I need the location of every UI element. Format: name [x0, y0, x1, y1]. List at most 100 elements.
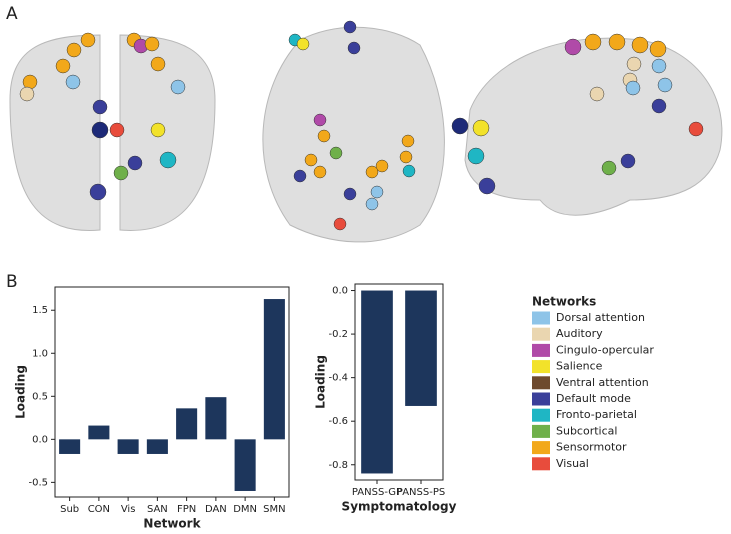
- brain-hemisphere: [119, 34, 216, 231]
- legend-swatch: [532, 408, 550, 422]
- legend-label: Sensormotor: [556, 441, 627, 454]
- bar: [176, 408, 198, 440]
- node: [375, 159, 389, 173]
- legend-swatch: [532, 327, 550, 341]
- bar: [405, 290, 437, 406]
- node: [317, 129, 331, 143]
- node: [109, 122, 125, 138]
- node: [657, 77, 673, 93]
- legend-label: Ventral attention: [556, 376, 649, 389]
- node: [370, 185, 384, 199]
- node: [651, 58, 667, 74]
- x-tick-label: SMN: [263, 504, 285, 515]
- node: [296, 37, 310, 51]
- node: [625, 80, 641, 96]
- node: [564, 38, 582, 56]
- legend-swatch: [532, 441, 550, 455]
- nodes: [19, 20, 704, 231]
- legend-label: Auditory: [556, 327, 603, 340]
- x-tick-label: CON: [88, 504, 110, 515]
- node: [402, 164, 416, 178]
- legend-label: Subcortical: [556, 424, 617, 437]
- node: [65, 74, 81, 90]
- y-tick-label: 0.5: [32, 391, 48, 402]
- y-tick-label: -0.8: [328, 460, 348, 471]
- y-tick-label: 1.5: [32, 305, 48, 316]
- legend-label: Dorsal attention: [556, 311, 645, 324]
- x-tick-label: DAN: [205, 504, 227, 515]
- node: [89, 183, 107, 201]
- bar: [263, 299, 285, 440]
- y-tick-label: 0.0: [332, 286, 348, 297]
- y-tick-label: -0.6: [328, 416, 348, 427]
- bar: [88, 425, 110, 440]
- node: [159, 151, 177, 169]
- node: [620, 153, 636, 169]
- legend-label: Cingulo-opercular: [556, 343, 654, 356]
- x-tick-label: SAN: [147, 504, 168, 515]
- y-tick-label: -0.2: [328, 329, 348, 340]
- bar: [59, 439, 81, 454]
- node: [451, 117, 469, 135]
- legend-swatch: [532, 360, 550, 374]
- legend-swatch: [532, 376, 550, 390]
- x-tick-label: FPN: [177, 504, 196, 515]
- node: [92, 99, 108, 115]
- node: [626, 56, 642, 72]
- node: [19, 86, 35, 102]
- node: [601, 160, 617, 176]
- node: [688, 121, 704, 137]
- node: [608, 33, 626, 51]
- node: [649, 40, 667, 58]
- node: [66, 42, 82, 58]
- panel-label: B: [6, 272, 18, 292]
- x-axis-label: Symptomatology: [342, 500, 457, 514]
- brain-sagittal: [464, 37, 723, 216]
- bar: [146, 439, 168, 454]
- bar: [234, 439, 256, 491]
- legend-swatch: [532, 343, 550, 357]
- node: [144, 36, 160, 52]
- brain-axial: [262, 26, 445, 243]
- node: [343, 187, 357, 201]
- panel-label: A: [6, 4, 18, 24]
- plot-frame: [54, 286, 290, 498]
- x-tick-label: Sub: [60, 504, 79, 515]
- node: [478, 177, 496, 195]
- node: [399, 150, 413, 164]
- node: [170, 79, 186, 95]
- y-axis-label: Loading: [314, 355, 328, 409]
- node: [313, 165, 327, 179]
- legend-swatch: [532, 424, 550, 438]
- node: [55, 58, 71, 74]
- node: [329, 146, 343, 160]
- node: [333, 217, 347, 231]
- node: [589, 86, 605, 102]
- legend-swatch: [532, 457, 550, 471]
- legend-title: Networks: [532, 295, 596, 309]
- node: [91, 121, 109, 139]
- y-tick-label: -0.5: [28, 477, 48, 488]
- y-tick-label: 1.0: [32, 348, 48, 359]
- node: [304, 153, 318, 167]
- x-tick-label: Vis: [121, 504, 136, 515]
- node: [22, 74, 38, 90]
- bar: [361, 290, 393, 474]
- node: [343, 20, 357, 34]
- y-axis-label: Loading: [14, 365, 28, 419]
- node: [113, 165, 129, 181]
- node: [127, 155, 143, 171]
- node: [401, 134, 415, 148]
- y-tick-label: 0.0: [32, 434, 48, 445]
- brain-renderings: [9, 26, 723, 243]
- node: [651, 98, 667, 114]
- bar: [205, 397, 227, 440]
- node: [467, 147, 485, 165]
- node: [584, 33, 602, 51]
- bar: [117, 439, 139, 454]
- x-tick-label: PANSS-PS: [397, 487, 445, 498]
- node: [472, 119, 490, 137]
- x-tick-label: DMN: [233, 504, 257, 515]
- legend-label: Fronto-parietal: [556, 408, 637, 421]
- legend-swatch: [532, 311, 550, 325]
